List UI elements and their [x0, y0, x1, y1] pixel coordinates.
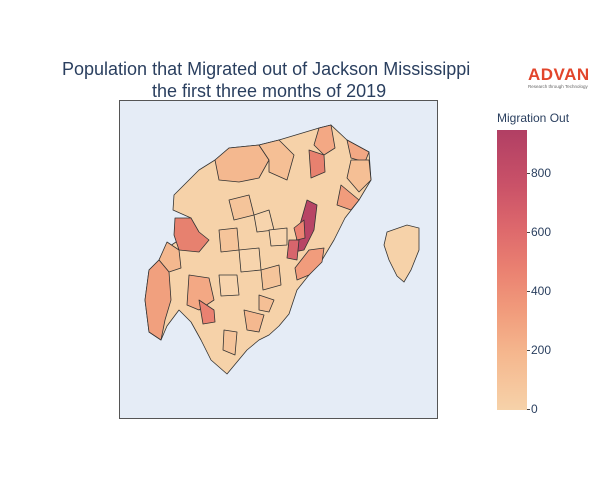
region[interactable]: [173, 217, 210, 253]
choropleth-map[interactable]: [119, 100, 438, 419]
region[interactable]: [218, 274, 240, 297]
region[interactable]: [218, 227, 240, 253]
logo-tagline: Research through Technology: [528, 84, 588, 89]
region[interactable]: [228, 194, 255, 221]
colorbar-tick-600: 600: [526, 225, 552, 239]
region[interactable]: [144, 259, 172, 341]
chart-title-line2: the first three months of 2019: [152, 81, 387, 101]
colorbar-tick-200: 200: [526, 343, 552, 357]
region-detached-east[interactable]: [383, 224, 420, 283]
advan-logo: ADVAN Research through Technology: [528, 66, 594, 89]
region[interactable]: [214, 144, 270, 183]
colorbar-title: Migration Out: [497, 111, 570, 125]
region[interactable]: [293, 219, 306, 241]
region[interactable]: [243, 309, 265, 333]
colorbar-tick-800: 800: [526, 166, 552, 180]
region[interactable]: [222, 329, 238, 356]
region[interactable]: [238, 247, 262, 273]
logo-wordmark: ADVAN: [528, 65, 590, 84]
region[interactable]: [258, 294, 275, 313]
colorbar-gradient: [497, 130, 527, 410]
region[interactable]: [336, 184, 360, 211]
chart-title-line1: Population that Migrated out of Jackson …: [62, 59, 471, 79]
colorbar-tick-0: 0: [527, 402, 538, 416]
region[interactable]: [346, 159, 372, 193]
colorbar-tick-400: 400: [526, 284, 552, 298]
region[interactable]: [286, 239, 300, 261]
region[interactable]: [198, 299, 216, 325]
region[interactable]: [308, 149, 326, 179]
region[interactable]: [260, 264, 282, 291]
region[interactable]: [258, 139, 295, 181]
region[interactable]: [294, 247, 325, 281]
region[interactable]: [268, 227, 288, 247]
region[interactable]: [313, 124, 336, 156]
